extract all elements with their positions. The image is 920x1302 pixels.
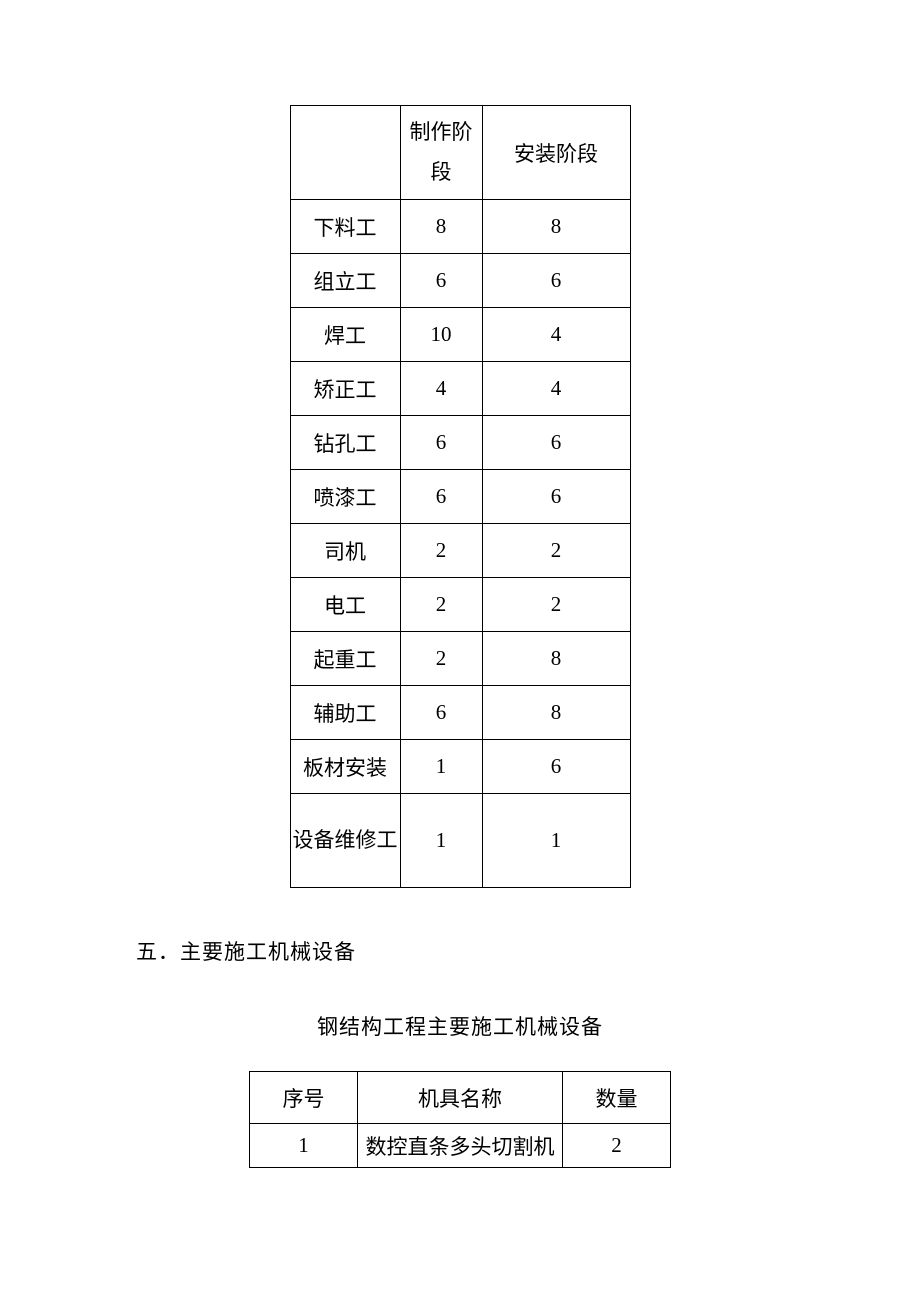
row-value: 10: [400, 308, 482, 362]
row-value: 6: [482, 416, 630, 470]
header-cell-manufacturing: 制作阶段: [400, 106, 482, 200]
row-label: 起重工: [290, 632, 400, 686]
header-cell-name: 机具名称: [358, 1072, 563, 1124]
table-row: 司机 2 2: [290, 524, 630, 578]
row-label: 矫正工: [290, 362, 400, 416]
table-row: 下料工 8 8: [290, 200, 630, 254]
table-header-row: 制作阶段 安装阶段: [290, 106, 630, 200]
row-label: 设备维修工: [290, 794, 400, 888]
row-value: 4: [482, 362, 630, 416]
table-row: 辅助工 6 8: [290, 686, 630, 740]
equipment-table: 序号 机具名称 数量 1 数控直条多头切割机 2: [249, 1071, 671, 1168]
row-value: 6: [400, 470, 482, 524]
row-value: 8: [400, 200, 482, 254]
table-row: 设备维修工 1 1: [290, 794, 630, 888]
row-name: 数控直条多头切割机: [358, 1124, 563, 1168]
table-row: 起重工 2 8: [290, 632, 630, 686]
row-label: 焊工: [290, 308, 400, 362]
row-label: 喷漆工: [290, 470, 400, 524]
table-row: 钻孔工 6 6: [290, 416, 630, 470]
row-value: 1: [400, 794, 482, 888]
section-heading: 五．主要施工机械设备: [136, 936, 920, 966]
table-row: 焊工 10 4: [290, 308, 630, 362]
row-value: 1: [482, 794, 630, 888]
table-subtitle: 钢结构工程主要施工机械设备: [0, 1011, 920, 1041]
row-label: 下料工: [290, 200, 400, 254]
row-value: 2: [400, 632, 482, 686]
personnel-table: 制作阶段 安装阶段 下料工 8 8 组立工 6 6 焊工 10 4 矫正工 4 …: [290, 105, 631, 888]
table-row: 电工 2 2: [290, 578, 630, 632]
row-value: 6: [482, 254, 630, 308]
row-quantity: 2: [563, 1124, 671, 1168]
row-value: 1: [400, 740, 482, 794]
row-number: 1: [250, 1124, 358, 1168]
row-value: 2: [482, 578, 630, 632]
row-value: 6: [482, 740, 630, 794]
table-row: 组立工 6 6: [290, 254, 630, 308]
row-value: 2: [400, 578, 482, 632]
table-row: 板材安装 1 6: [290, 740, 630, 794]
row-value: 6: [400, 416, 482, 470]
row-label: 板材安装: [290, 740, 400, 794]
row-value: 4: [482, 308, 630, 362]
table-row: 矫正工 4 4: [290, 362, 630, 416]
header-cell-installation: 安装阶段: [482, 106, 630, 200]
row-value: 2: [400, 524, 482, 578]
row-value: 6: [400, 254, 482, 308]
table-row: 喷漆工 6 6: [290, 470, 630, 524]
table-header-row: 序号 机具名称 数量: [250, 1072, 671, 1124]
row-value: 8: [482, 200, 630, 254]
row-label: 司机: [290, 524, 400, 578]
row-label: 辅助工: [290, 686, 400, 740]
row-label: 钻孔工: [290, 416, 400, 470]
row-value: 2: [482, 524, 630, 578]
header-cell-empty: [290, 106, 400, 200]
row-value: 8: [482, 632, 630, 686]
header-cell-number: 序号: [250, 1072, 358, 1124]
row-value: 6: [482, 470, 630, 524]
row-value: 8: [482, 686, 630, 740]
header-cell-quantity: 数量: [563, 1072, 671, 1124]
row-value: 4: [400, 362, 482, 416]
row-label: 电工: [290, 578, 400, 632]
table-row: 1 数控直条多头切割机 2: [250, 1124, 671, 1168]
row-label: 组立工: [290, 254, 400, 308]
row-value: 6: [400, 686, 482, 740]
